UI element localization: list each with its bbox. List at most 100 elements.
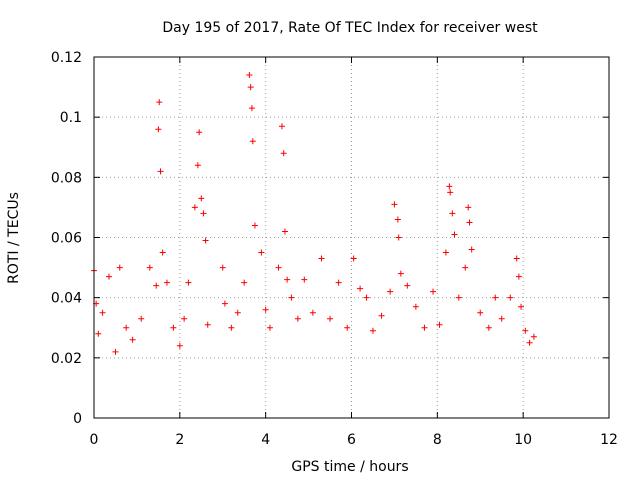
data-point (350, 255, 357, 262)
data-point (395, 234, 402, 241)
data-point (412, 303, 419, 310)
data-point (513, 255, 520, 262)
data-point (518, 303, 525, 310)
data-point (157, 168, 164, 175)
data-point (327, 315, 334, 322)
data-point (146, 264, 153, 271)
data-point (498, 315, 505, 322)
data-point (344, 324, 351, 331)
data-point (221, 300, 228, 307)
data-point (176, 342, 183, 349)
data-point (247, 84, 254, 91)
data-point (202, 237, 209, 244)
data-point (234, 309, 241, 316)
data-point (249, 138, 256, 145)
data-point (363, 294, 370, 301)
data-point (200, 210, 207, 217)
data-point (281, 228, 288, 235)
data-point (301, 276, 308, 283)
data-point (421, 324, 428, 331)
data-point (246, 72, 253, 79)
data-point (112, 348, 119, 355)
data-point (455, 294, 462, 301)
data-point (430, 288, 437, 295)
data-point (378, 312, 385, 319)
data-point (106, 273, 113, 280)
data-point (335, 279, 342, 286)
data-point (468, 246, 475, 253)
data-point (170, 324, 177, 331)
x-tick-label: 12 (600, 432, 618, 448)
data-point (138, 315, 145, 322)
data-point (185, 279, 192, 286)
data-point (129, 336, 136, 343)
data-point (153, 282, 160, 289)
data-point (204, 321, 211, 328)
data-point (466, 219, 473, 226)
data-point (288, 294, 295, 301)
data-point (404, 282, 411, 289)
x-tick-label: 8 (433, 432, 442, 448)
x-tick-label: 10 (514, 432, 532, 448)
data-point (387, 288, 394, 295)
data-point (451, 231, 458, 238)
x-tick-label: 4 (261, 432, 270, 448)
data-point (318, 255, 325, 262)
data-point (196, 129, 203, 136)
y-tick-label: 0.08 (51, 170, 82, 186)
data-point (357, 285, 364, 292)
data-point (251, 222, 258, 229)
data-point (258, 249, 265, 256)
data-point (449, 210, 456, 217)
data-point (280, 150, 287, 157)
data-point (447, 189, 454, 196)
data-point (228, 324, 235, 331)
data-point (462, 264, 469, 271)
data-point (446, 183, 453, 190)
data-point (266, 324, 273, 331)
grid-lines (94, 57, 609, 418)
axis-ticks: 0 2 4 6 8 10 12 0 0.02 0.04 0.06 0.08 0.1 0.12 (51, 50, 618, 448)
x-tick-label: 2 (175, 432, 184, 448)
data-point (181, 315, 188, 322)
y-axis-label: ROTI / TECUs (6, 192, 22, 284)
data-point (159, 249, 166, 256)
data-point (442, 249, 449, 256)
x-tick-label: 6 (347, 432, 356, 448)
data-point (95, 330, 102, 337)
data-point (477, 309, 484, 316)
y-tick-label: 0.12 (51, 50, 82, 66)
data-point (465, 204, 472, 211)
data-point (309, 309, 316, 316)
x-tick-label: 0 (90, 432, 99, 448)
data-point (294, 315, 301, 322)
data-point (515, 273, 522, 280)
data-point (275, 264, 282, 271)
data-point (99, 309, 106, 316)
data-point (155, 126, 162, 133)
data-point (397, 270, 404, 277)
data-point (526, 339, 533, 346)
data-point (262, 306, 269, 313)
data-point (219, 264, 226, 271)
chart-title: Day 195 of 2017, Rate Of TEC Index for r… (162, 20, 538, 36)
data-point (241, 279, 248, 286)
data-point (191, 204, 198, 211)
data-point (156, 99, 163, 106)
data-point (163, 279, 170, 286)
data-points (91, 72, 537, 355)
data-point (194, 162, 201, 169)
data-point (507, 294, 514, 301)
data-point (522, 327, 529, 334)
data-point (436, 321, 443, 328)
data-point (530, 333, 537, 340)
data-point (391, 201, 398, 208)
data-point (284, 276, 291, 283)
data-point (394, 216, 401, 223)
x-axis-label: GPS time / hours (291, 459, 408, 475)
data-point (369, 327, 376, 334)
y-tick-label: 0.04 (51, 291, 82, 307)
data-point (116, 264, 123, 271)
data-point (198, 195, 205, 202)
